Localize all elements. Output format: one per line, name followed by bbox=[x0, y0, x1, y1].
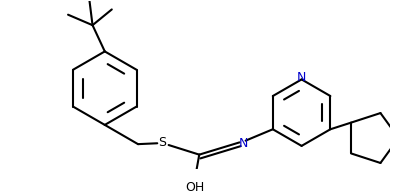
Text: OH: OH bbox=[185, 180, 205, 192]
Text: S: S bbox=[158, 136, 166, 149]
Text: N: N bbox=[297, 71, 306, 84]
Text: N: N bbox=[239, 137, 248, 150]
